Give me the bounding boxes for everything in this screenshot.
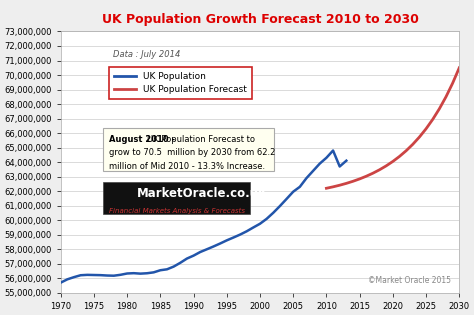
Text: Financial Markets Analysis & Forecasts: Financial Markets Analysis & Forecasts [109, 208, 245, 214]
FancyBboxPatch shape [102, 128, 274, 171]
Text: ©Market Oracle 2015: ©Market Oracle 2015 [368, 276, 451, 285]
Text: MarketOracle.co.uk: MarketOracle.co.uk [137, 187, 266, 200]
Text: million of Mid 2010 - 13.3% Increase.: million of Mid 2010 - 13.3% Increase. [109, 162, 264, 171]
Text: UK Population Forecast to: UK Population Forecast to [147, 135, 255, 144]
FancyBboxPatch shape [102, 182, 250, 215]
Text: August 2010 -: August 2010 - [109, 135, 178, 144]
Text: Data : July 2014: Data : July 2014 [112, 50, 180, 59]
Legend: UK Population, UK Population Forecast: UK Population, UK Population Forecast [109, 67, 252, 99]
Text: grow to 70.5  million by 2030 from 62.2: grow to 70.5 million by 2030 from 62.2 [109, 148, 275, 157]
Text: UK Population Growth Forecast 2010 to 2030: UK Population Growth Forecast 2010 to 20… [101, 13, 419, 26]
